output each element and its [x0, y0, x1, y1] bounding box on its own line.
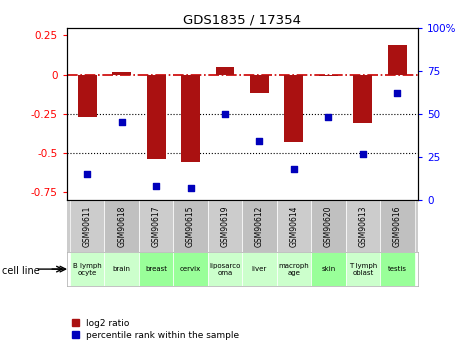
Text: GSM90612: GSM90612 — [255, 205, 264, 247]
Bar — [70, 252, 104, 286]
Bar — [285, 75, 304, 142]
Bar — [242, 252, 277, 286]
Bar — [242, 200, 277, 252]
Text: B lymph
ocyte: B lymph ocyte — [73, 263, 102, 276]
Point — [118, 120, 125, 125]
Text: testis: testis — [388, 266, 407, 272]
Bar — [250, 75, 269, 93]
Bar — [346, 252, 380, 286]
Bar — [277, 200, 311, 252]
Bar — [208, 252, 242, 286]
Bar — [104, 200, 139, 252]
Text: GSM90615: GSM90615 — [186, 205, 195, 247]
Point — [152, 184, 160, 189]
Text: GSM90620: GSM90620 — [324, 205, 333, 247]
Text: T lymph
oblast: T lymph oblast — [349, 263, 377, 276]
Text: cervix: cervix — [180, 266, 201, 272]
Text: liposarco
oma: liposarco oma — [209, 263, 241, 276]
Text: GSM90618: GSM90618 — [117, 205, 126, 247]
Bar — [380, 200, 415, 252]
Bar — [78, 75, 96, 117]
Text: macroph
age: macroph age — [278, 263, 309, 276]
Text: GSM90611: GSM90611 — [83, 205, 92, 247]
Point — [256, 139, 263, 144]
Point — [324, 115, 332, 120]
Text: GSM90613: GSM90613 — [358, 205, 367, 247]
Text: GSM90616: GSM90616 — [393, 205, 402, 247]
Bar — [139, 200, 173, 252]
Bar — [311, 252, 346, 286]
Point — [290, 166, 298, 172]
Bar — [139, 252, 173, 286]
Point — [187, 185, 194, 191]
Bar — [216, 67, 235, 75]
Bar — [147, 75, 166, 159]
Legend: log2 ratio, percentile rank within the sample: log2 ratio, percentile rank within the s… — [71, 318, 240, 341]
Text: GSM90617: GSM90617 — [152, 205, 161, 247]
Text: cell line: cell line — [2, 266, 40, 276]
Bar — [380, 252, 415, 286]
Text: GSM90619: GSM90619 — [220, 205, 229, 247]
Title: GDS1835 / 17354: GDS1835 / 17354 — [183, 13, 301, 27]
Bar — [319, 75, 338, 76]
Bar — [388, 45, 407, 75]
Bar — [173, 252, 208, 286]
Point — [84, 171, 91, 177]
Text: liver: liver — [252, 266, 267, 272]
Bar — [181, 75, 200, 162]
Point — [393, 90, 401, 96]
Bar — [353, 75, 372, 123]
Bar — [104, 252, 139, 286]
Point — [221, 111, 229, 117]
Bar — [277, 252, 311, 286]
Text: brain: brain — [113, 266, 131, 272]
Bar — [112, 71, 131, 75]
Text: GSM90614: GSM90614 — [289, 205, 298, 247]
Text: skin: skin — [321, 266, 335, 272]
Bar — [311, 200, 346, 252]
Text: breast: breast — [145, 266, 167, 272]
Bar — [173, 200, 208, 252]
Bar — [346, 200, 380, 252]
Bar — [70, 200, 104, 252]
Point — [359, 151, 367, 156]
Bar — [208, 200, 242, 252]
